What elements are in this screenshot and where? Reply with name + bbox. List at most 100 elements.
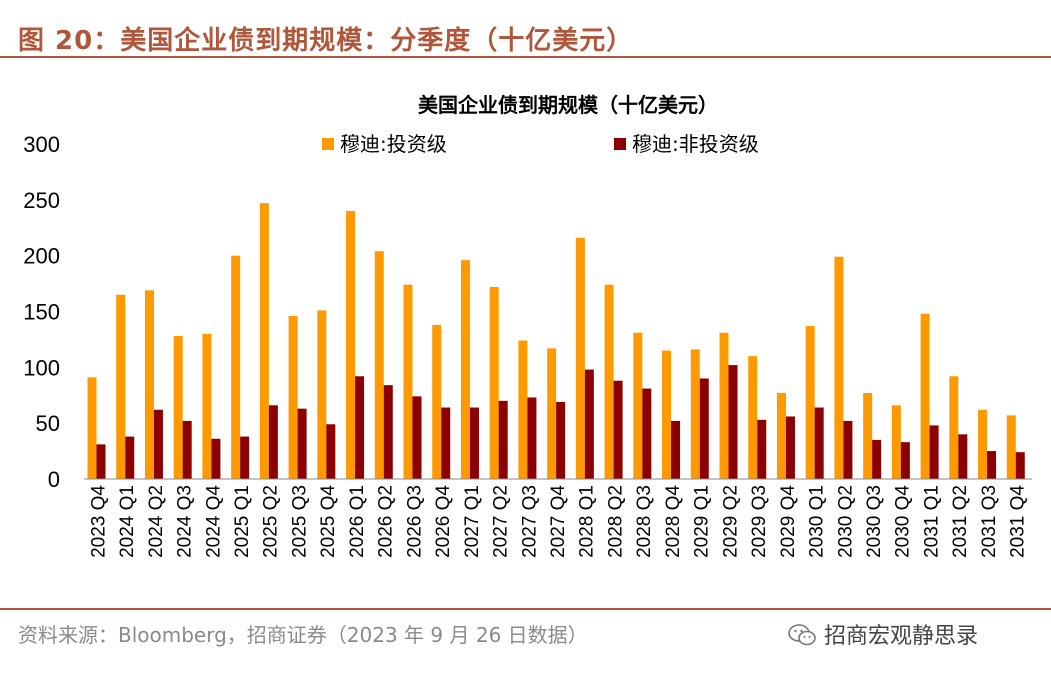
bar-investment-grade [805,326,815,479]
x-tick-label: 2028 Q1 [577,485,598,558]
x-tick-label: 2025 Q2 [261,485,282,558]
x-tick-label: 2029 Q2 [720,485,741,558]
bar-investment-grade [978,409,988,479]
bar-high-yield [498,400,508,479]
bar-high-yield [355,376,365,479]
x-tick-label: 2029 Q3 [749,485,770,558]
x-tick-label: 2024 Q1 [117,485,138,558]
x-tick-label: 2027 Q1 [462,485,483,558]
maturity-bar-chart: 美国企业债到期规模（十亿美元） 穆迪:投资级 穆迪:非投资级 0 50 100 150… [23,93,1032,558]
y-tick-label: 50 [36,411,60,436]
legend: 穆迪:投资级 穆迪:非投资级 [322,132,759,156]
bar-high-yield [929,425,939,479]
x-tick-label: 2031 Q4 [1008,485,1029,558]
x-axis: 2023 Q4 2024 Q1 2024 Q2 2024 Q3 2024 Q4 2025 … [88,485,1028,558]
title-divider [0,56,1051,58]
y-tick-label: 100 [23,355,60,380]
x-tick-label: 2030 Q2 [835,485,856,558]
bar-investment-grade [489,286,499,479]
x-tick-label: 2028 Q2 [605,485,626,558]
bar-investment-grade [891,405,901,479]
figure-title: 图 20：美国企业债到期规模：分季度（十亿美元） [18,26,634,56]
bar-investment-grade [920,313,930,479]
bar-high-yield [814,407,824,479]
y-tick-label: 200 [23,244,60,269]
bar-high-yield [728,365,738,479]
bar-investment-grade [575,237,585,479]
bar-high-yield [843,420,853,479]
x-tick-label: 2026 Q4 [433,485,454,558]
bar-investment-grade [863,393,873,479]
bar-high-yield [211,438,221,479]
bar-high-yield [785,416,795,479]
bar-high-yield [671,420,681,479]
y-tick-label: 300 [23,132,60,157]
bar-high-yield [1015,452,1025,479]
bar-high-yield [900,442,910,479]
brand-label: 招商宏观静思录 [824,624,979,649]
bar-high-yield [613,380,623,479]
bar-investment-grade [317,310,327,479]
legend-label-investment-grade: 穆迪:投资级 [340,132,447,156]
x-tick-label: 2029 Q4 [778,485,799,558]
bar-high-yield [556,401,566,479]
source-note: 资料来源：Bloomberg，招商证券（2023 年 9 月 26 日数据） [18,623,588,647]
x-tick-label: 2031 Q1 [921,485,942,558]
x-tick-label: 2026 Q1 [347,485,368,558]
bar-investment-grade [346,211,356,479]
y-tick-label: 150 [23,300,60,325]
y-tick-label: 250 [23,188,60,213]
x-tick-label: 2027 Q3 [519,485,540,558]
bar-investment-grade [776,393,786,479]
bar-investment-grade [604,284,614,479]
bar-investment-grade [144,290,154,479]
bar-high-yield [297,408,307,479]
y-tick-label: 0 [48,467,60,492]
x-tick-label: 2025 Q3 [289,485,310,558]
bar-high-yield [469,407,479,479]
bar-high-yield [383,385,393,479]
bar-high-yield [757,419,767,479]
bar-high-yield [125,436,135,479]
footer-divider [0,608,1051,610]
x-tick-label: 2031 Q2 [950,485,971,558]
bar-investment-grade [633,332,643,479]
legend-swatch-high-yield [614,138,626,150]
bar-high-yield [182,420,192,479]
bar-investment-grade [834,256,844,479]
y-axis: 0 50 100 150 200 250 300 [23,132,60,492]
bar-investment-grade [231,255,241,479]
bar-investment-grade [662,350,672,479]
bar-high-yield [699,378,709,479]
x-tick-label: 2026 Q3 [404,485,425,558]
x-tick-label: 2027 Q4 [548,485,569,558]
x-tick-label: 2030 Q1 [807,485,828,558]
bar-investment-grade [259,203,269,479]
x-tick-label: 2027 Q2 [491,485,512,558]
bar-high-yield [326,424,336,479]
x-tick-label: 2026 Q2 [376,485,397,558]
bar-investment-grade [690,349,700,479]
x-tick-label: 2024 Q4 [203,485,224,558]
x-tick-label: 2025 Q4 [318,485,339,558]
bar-high-yield [153,409,163,479]
bar-high-yield [240,436,250,479]
bar-investment-grade [748,356,758,479]
bar-high-yield [987,451,997,479]
bar-investment-grade [288,315,298,479]
bar-high-yield [96,444,106,479]
bar-investment-grade [460,260,470,479]
bar-high-yield [527,397,537,479]
bar-high-yield [441,407,451,479]
legend-label-high-yield: 穆迪:非投资级 [632,132,759,156]
bar-investment-grade [374,251,384,479]
bar-investment-grade [719,332,729,479]
bar-investment-grade [547,348,557,479]
chart-title: 美国企业债到期规模（十亿美元） [418,93,718,117]
bar-investment-grade [432,324,442,479]
x-tick-label: 2028 Q3 [634,485,655,558]
x-tick-label: 2030 Q3 [864,485,885,558]
x-tick-label: 2023 Q4 [88,485,109,558]
bar-high-yield [268,405,278,479]
bar-investment-grade [87,377,97,479]
